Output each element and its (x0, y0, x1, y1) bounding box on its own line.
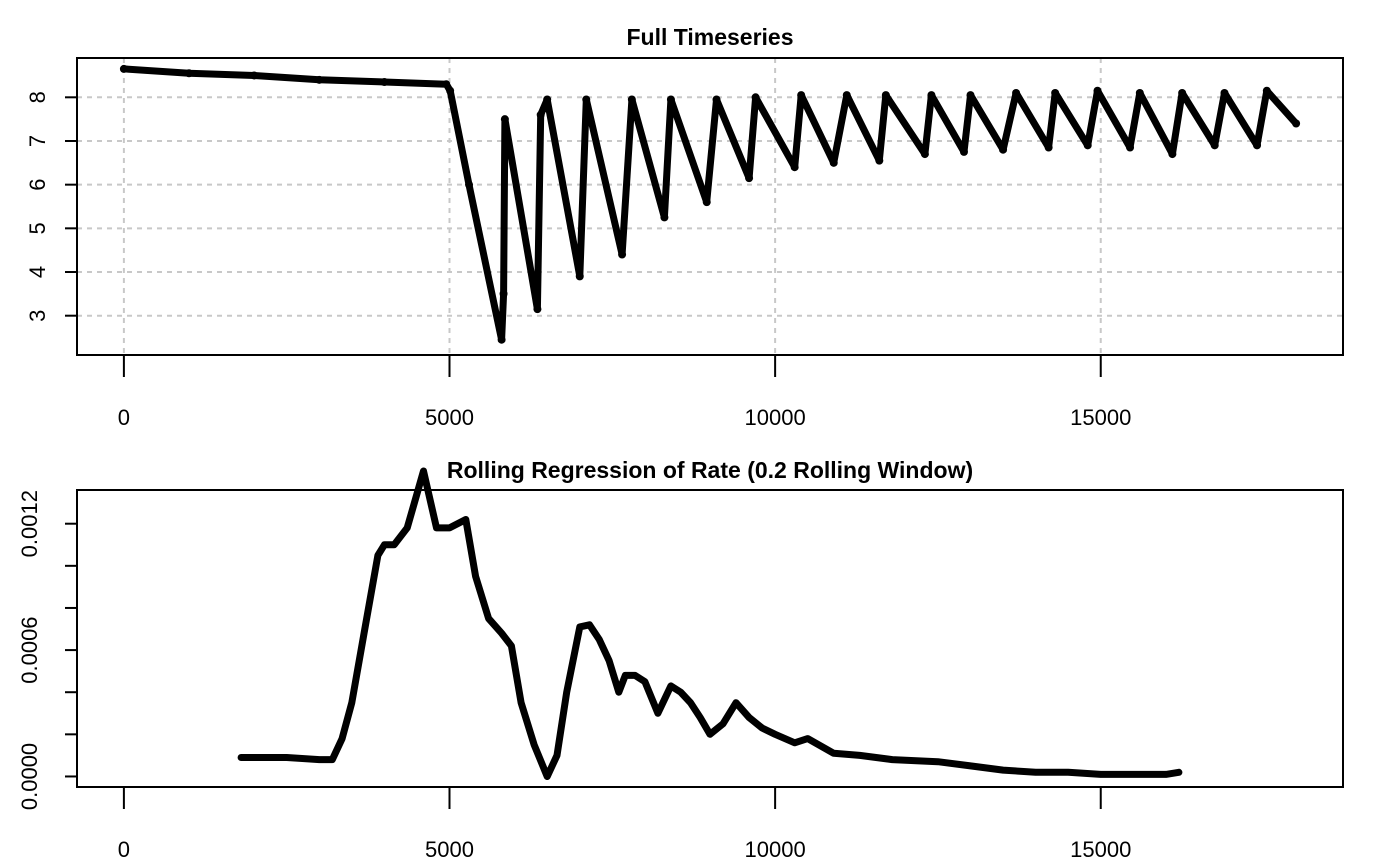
data-point (119, 64, 128, 73)
panel-rolling-regression: Rolling Regression of Rate (0.2 Rolling … (17, 457, 1344, 862)
y-tick-label: 5 (25, 222, 50, 234)
data-point (842, 91, 851, 100)
plot-frame (76, 489, 1344, 788)
data-point (1210, 141, 1219, 150)
x-tick-label: 5000 (425, 405, 474, 430)
y-tick-label: 0.0012 (17, 490, 42, 557)
chart-title: Full Timeseries (626, 24, 793, 50)
x-tick-label: 10000 (745, 837, 806, 862)
data-point (575, 272, 584, 281)
data-point (1012, 88, 1021, 97)
x-tick-label: 5000 (425, 837, 474, 862)
data-point (1178, 88, 1187, 97)
data-point (536, 110, 545, 119)
data-point (1168, 150, 1177, 159)
data-point (497, 335, 506, 344)
x-tick-label: 0 (118, 405, 130, 430)
data-point (829, 158, 838, 167)
data-point (790, 163, 799, 172)
data-point (627, 95, 636, 104)
y-tick-label: 8 (25, 91, 50, 103)
data-point (751, 93, 760, 102)
chart-title: Rolling Regression of Rate (0.2 Rolling … (447, 457, 973, 483)
data-point (499, 289, 508, 298)
data-point (712, 95, 721, 104)
data-point (797, 91, 806, 100)
data-point (1262, 86, 1271, 95)
data-point (465, 180, 474, 189)
y-tick-label: 4 (25, 266, 50, 278)
data-point (959, 147, 968, 156)
panel-full-timeseries: Full Timeseries 0 5000 10000 15000 3 4 5 6 7 8 (25, 24, 1344, 430)
data-point (1220, 88, 1229, 97)
data-point (666, 95, 675, 104)
data-point (1126, 143, 1135, 152)
data-point (927, 91, 936, 100)
data-point (1051, 88, 1060, 97)
y-tick-label: 3 (25, 310, 50, 322)
data-point (1093, 86, 1102, 95)
data-point (1292, 119, 1301, 128)
data-point (500, 115, 509, 124)
data-point (999, 145, 1008, 154)
data-point (1044, 143, 1053, 152)
series-line (237, 467, 1183, 780)
data-point (380, 78, 389, 87)
data-point (250, 71, 259, 80)
data-point (533, 305, 542, 314)
x-tick-label: 15000 (1070, 405, 1131, 430)
data-point (618, 250, 627, 259)
data-point (1253, 141, 1262, 150)
plot-frame (76, 57, 1344, 356)
y-tick-label: 6 (25, 179, 50, 191)
data-point (1135, 88, 1144, 97)
y-tick-label: 7 (25, 135, 50, 147)
y-tick-label: 0.0000 (17, 743, 42, 810)
data-point (702, 198, 711, 207)
data-point (582, 95, 591, 104)
data-point (920, 150, 929, 159)
data-point (745, 174, 754, 183)
x-tick-label: 15000 (1070, 837, 1131, 862)
data-point (966, 91, 975, 100)
x-tick-label: 10000 (745, 405, 806, 430)
y-tick-label: 0.0006 (17, 616, 42, 683)
data-point (442, 80, 451, 89)
data-point (875, 156, 884, 165)
data-point (1083, 141, 1092, 150)
data-point (315, 75, 324, 84)
x-tick-label: 0 (118, 837, 130, 862)
data-point (185, 69, 194, 78)
data-point (881, 91, 890, 100)
data-point (446, 86, 455, 95)
data-point (660, 213, 669, 222)
data-point (543, 95, 552, 104)
